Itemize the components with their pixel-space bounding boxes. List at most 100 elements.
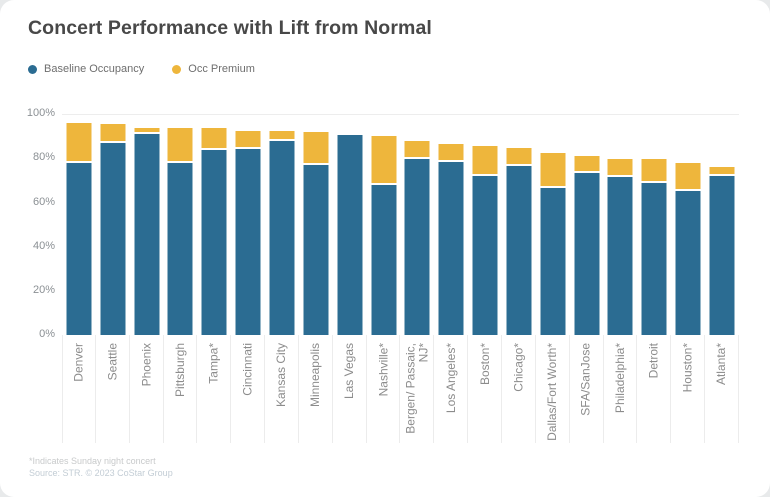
y-axis-tick-0: 0% [39, 328, 55, 340]
x-axis-label: Minneapolis [308, 343, 323, 408]
bar-stack [607, 159, 633, 335]
category-cell: Denver [62, 114, 96, 445]
legend-item-premium: Occ Premium [172, 63, 255, 75]
legend-item-baseline: Baseline Occupancy [28, 63, 144, 75]
source-text: Source: STR. © 2023 CoStar Group [29, 468, 173, 478]
baseline-occupancy-segment [201, 150, 227, 335]
baseline-occupancy-segment [506, 165, 532, 335]
y-axis-tick-100: 100% [26, 107, 55, 119]
occ-premium-segment [337, 132, 363, 135]
x-axis-label: Los Angeles* [443, 343, 458, 414]
occ-premium-segment [607, 159, 633, 177]
bar-stack [235, 130, 261, 335]
occ-premium-segment [269, 130, 295, 141]
baseline-occupancy-segment [641, 182, 667, 335]
x-axis-label: Dallas/Fort Worth* [545, 343, 560, 441]
y-axis-tick-40: 40% [32, 240, 55, 252]
y-axis-tick-80: 80% [32, 151, 55, 163]
occ-premium-segment [235, 130, 261, 150]
x-axis-label: Denver [71, 343, 86, 382]
bar-stack [371, 136, 397, 335]
x-axis-label: Atlanta* [714, 343, 729, 386]
category-cell: Philadelphia* [604, 114, 638, 445]
y-axis-tick-20: 20% [32, 284, 55, 296]
baseline-occupancy-segment [540, 188, 566, 335]
baseline-occupancy-segment [269, 140, 295, 335]
chart-title: Concert Performance with Lift from Norma… [28, 17, 432, 39]
occ-premium-segment [404, 140, 430, 160]
occ-premium-segment [134, 128, 160, 134]
category-cell: Atlanta* [705, 114, 739, 445]
occ-premium-segment [438, 143, 464, 162]
bar-stack [337, 132, 363, 335]
x-axis-label: Detroit [646, 343, 661, 379]
baseline-occupancy-segment [66, 162, 92, 335]
bar-stack [438, 143, 464, 335]
occ-premium-segment [371, 136, 397, 185]
premium-legend-dot-icon [172, 64, 182, 74]
occ-premium-segment [201, 128, 227, 151]
x-axis-label: Pittsburgh [172, 343, 187, 398]
baseline-occupancy-segment [438, 161, 464, 335]
bar-stack [641, 159, 667, 335]
occ-premium-segment [100, 123, 126, 143]
occ-premium-segment [540, 152, 566, 189]
occ-premium-segment [506, 148, 532, 166]
bar-stack [540, 152, 566, 335]
baseline-legend-dot-icon [28, 64, 37, 74]
footnote-text: *Indicates Sunday night concert [29, 456, 156, 466]
bar-stack [100, 123, 126, 335]
category-cell: Chicago* [502, 114, 536, 445]
baseline-occupancy-segment [337, 135, 363, 335]
category-cell: Houston* [671, 114, 705, 445]
plot-area: Denver Seattle Phoenix Pittsburgh Tampa* [62, 114, 739, 445]
occ-premium-segment [675, 162, 701, 192]
legend-label-premium: Occ Premium [188, 63, 255, 75]
bar-stack [506, 148, 532, 335]
x-axis-label: Cincinnati [240, 343, 255, 396]
x-axis-label: Boston* [477, 343, 492, 386]
occ-premium-segment [472, 146, 498, 176]
bar-stack [675, 162, 701, 335]
x-axis-label: Tampa* [206, 343, 221, 384]
bar-stack [303, 131, 329, 335]
category-cell: Las Vegas [333, 114, 367, 445]
bar-stack [167, 128, 193, 335]
category-cell: Kansas City [265, 114, 299, 445]
x-axis-label: Bergen/ Passaic, NJ* [403, 343, 431, 434]
baseline-occupancy-segment [607, 177, 633, 335]
category-cell: Minneapolis [299, 114, 333, 445]
baseline-occupancy-segment [472, 175, 498, 335]
bar-stack [201, 128, 227, 335]
category-cell: Tampa* [197, 114, 232, 445]
y-axis-tick-60: 60% [32, 196, 55, 208]
baseline-occupancy-segment [235, 149, 261, 335]
bar-stack [709, 167, 735, 335]
bar-stack [134, 128, 160, 335]
baseline-occupancy-segment [167, 162, 193, 335]
baseline-occupancy-segment [675, 191, 701, 335]
x-axis-label: Houston* [680, 343, 695, 393]
category-cell: Dallas/Fort Worth* [536, 114, 570, 445]
baseline-occupancy-segment [709, 175, 735, 335]
occ-premium-segment [167, 128, 193, 163]
x-axis-label: Chicago* [511, 343, 526, 392]
category-cell: Cincinnati [231, 114, 265, 445]
baseline-occupancy-segment [100, 142, 126, 335]
bar-stack [574, 156, 600, 335]
category-cell: Detroit [637, 114, 672, 445]
x-axis-label: Phoenix [139, 343, 154, 387]
category-cell: Boston* [468, 114, 502, 445]
bar-stack [269, 130, 295, 335]
bar-stack [404, 140, 430, 335]
category-cell: Los Angeles* [434, 114, 468, 445]
category-cell: Bergen/ Passaic, NJ* [400, 114, 435, 445]
legend: Baseline Occupancy Occ Premium [28, 63, 255, 75]
baseline-occupancy-segment [574, 172, 600, 335]
category-cell: Pittsburgh [164, 114, 198, 445]
occ-premium-segment [641, 159, 667, 183]
occ-premium-segment [709, 167, 735, 176]
baseline-occupancy-segment [303, 164, 329, 335]
legend-label-baseline: Baseline Occupancy [44, 63, 145, 75]
